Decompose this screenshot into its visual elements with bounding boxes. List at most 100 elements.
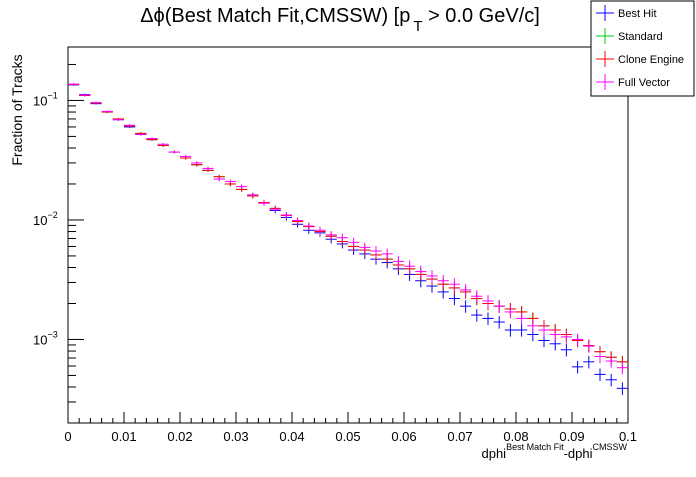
- y-tick-exponent: −3: [47, 329, 57, 339]
- data-point: [616, 361, 628, 375]
- data-point: [426, 270, 438, 283]
- y-tick-exponent: −1: [47, 90, 57, 100]
- y-tick-label: 10−1: [33, 90, 58, 108]
- data-point: [370, 246, 382, 257]
- data-point: [157, 142, 169, 146]
- data-point: [247, 192, 259, 198]
- data-point: [168, 150, 180, 154]
- x-tick-label: 0.04: [279, 429, 304, 444]
- legend-item-standard: Standard: [596, 28, 663, 44]
- data-point: [482, 312, 494, 326]
- data-point: [504, 306, 516, 319]
- x-axis-label-sup-a: Best Match Fit: [506, 442, 564, 452]
- x-tick-label: 0.01: [111, 429, 136, 444]
- data-point: [493, 300, 505, 313]
- data-point: [79, 94, 91, 96]
- data-point: [202, 166, 214, 171]
- data-point: [404, 260, 416, 273]
- legend-label: Clone Engine: [618, 54, 684, 66]
- legend-item-full-vector: Full Vector: [596, 74, 670, 90]
- data-point: [303, 222, 315, 230]
- data-point: [583, 340, 595, 353]
- data-point: [482, 295, 494, 308]
- legend-item-clone-engine: Clone Engine: [596, 51, 684, 67]
- data-point: [292, 217, 304, 224]
- chart-title-prefix: Δϕ(Best Match Fit,CMSSW) [p: [140, 5, 410, 27]
- x-tick-label: 0.09: [559, 429, 584, 444]
- y-tick-exponent: −2: [47, 210, 57, 220]
- data-point: [191, 161, 203, 165]
- data-point: [359, 242, 371, 253]
- series-best-hit: [68, 83, 628, 395]
- data-point: [392, 255, 404, 268]
- plot-area-border: [67, 46, 629, 424]
- x-tick-label: 0.06: [391, 429, 416, 444]
- data-point: [101, 110, 113, 113]
- legend-item-best-hit: Best Hit: [596, 5, 657, 21]
- x-axis-label-sup-b: CMSSW: [593, 442, 628, 452]
- data-point: [258, 200, 270, 206]
- data-point: [493, 316, 505, 329]
- data-point: [471, 290, 483, 303]
- y-tick-base: 10: [33, 93, 47, 108]
- y-tick-label: 10−3: [33, 329, 58, 347]
- data-point: [90, 101, 102, 104]
- legend: Best Hit Standard Clone Engine Full Vector: [590, 0, 695, 97]
- data-point: [236, 184, 248, 189]
- data-point: [348, 237, 360, 248]
- data-point: [325, 231, 337, 240]
- data-point: [448, 278, 460, 291]
- data-point: [314, 226, 326, 235]
- data-point: [594, 350, 606, 364]
- data-point: [448, 292, 460, 306]
- data-point: [437, 274, 449, 288]
- data-point: [616, 382, 628, 395]
- data-point: [572, 333, 584, 347]
- y-tick-base: 10: [33, 213, 47, 228]
- x-tick-label: 0.03: [223, 429, 248, 444]
- data-point: [583, 355, 595, 369]
- data-point: [527, 319, 539, 333]
- data-point: [460, 283, 472, 297]
- data-point: [516, 312, 528, 326]
- x-tick-label: 0.08: [503, 429, 528, 444]
- data-point: [560, 331, 572, 344]
- data-point: [471, 309, 483, 322]
- data-point: [224, 179, 236, 184]
- data-point: [549, 328, 561, 342]
- data-point: [381, 248, 393, 260]
- data-point: [415, 265, 427, 279]
- axis-ticks: 0 0.01 0.02 0.03 0.04 0.05 0.06 0.07 0.08 0.09 0.1…: [33, 63, 637, 444]
- legend-label: Best Hit: [618, 8, 657, 20]
- data-point: [280, 212, 292, 219]
- legend-label: Standard: [618, 31, 663, 43]
- data-point: [504, 324, 516, 337]
- data-point: [180, 154, 192, 158]
- series-full-vector: [68, 83, 628, 375]
- x-tick-label: 0.07: [447, 429, 472, 444]
- data-series-layer: [68, 83, 628, 395]
- data-point: [560, 343, 572, 357]
- data-point: [68, 83, 80, 86]
- legend-label: Full Vector: [618, 77, 670, 89]
- y-axis-label: Fraction of Tracks: [9, 54, 25, 165]
- chart-title-text: Δϕ(Best Match Fit,CMSSW) [p T > 0.0 GeV/c…: [140, 5, 540, 35]
- chart-title: Δϕ(Best Match Fit,CMSSW) [p T > 0.0 GeV/c…: [140, 5, 540, 35]
- data-point: [135, 133, 147, 136]
- x-tick-label: 0.05: [335, 429, 360, 444]
- chart-title-suffix: > 0.0 GeV/c]: [423, 5, 540, 27]
- y-tick-label: 10−2: [33, 210, 58, 228]
- data-point: [516, 324, 528, 337]
- data-point: [605, 373, 617, 387]
- x-tick-label: 0.02: [167, 429, 192, 444]
- data-point: [538, 324, 550, 337]
- plot-frame: [67, 46, 629, 424]
- legend-box: [590, 0, 695, 97]
- data-point: [538, 334, 550, 348]
- x-axis-label-part-a: dphi: [481, 446, 506, 461]
- x-tick-label: 0.1: [619, 429, 637, 444]
- x-tick-label: 0: [64, 429, 71, 444]
- data-point: [460, 300, 472, 313]
